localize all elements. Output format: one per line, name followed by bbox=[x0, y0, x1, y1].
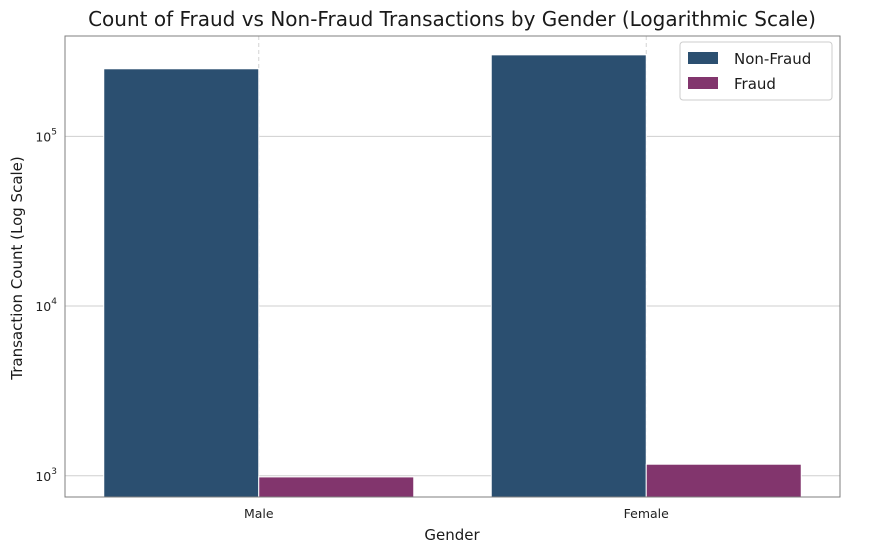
y-tick-label: 104 bbox=[35, 297, 57, 314]
bar-non-fraud-male bbox=[103, 68, 260, 498]
legend-swatch-fraud bbox=[688, 77, 718, 89]
x-axis-label: Gender bbox=[424, 526, 480, 544]
chart-title: Count of Fraud vs Non-Fraud Transactions… bbox=[88, 7, 816, 31]
legend-swatch-non-fraud bbox=[688, 52, 718, 64]
bar-layer bbox=[103, 54, 802, 498]
y-axis-label: Transaction Count (Log Scale) bbox=[8, 156, 26, 381]
legend: Non-Fraud Fraud bbox=[679, 41, 833, 101]
y-tick-label: 105 bbox=[35, 127, 57, 144]
bar-non-fraud-female bbox=[490, 54, 647, 498]
bar-fraud-female bbox=[645, 463, 802, 498]
bar-fraud-male bbox=[258, 476, 415, 498]
legend-label: Non-Fraud bbox=[734, 50, 811, 68]
y-axis-ticks: 103 104 105 bbox=[35, 127, 57, 483]
legend-label: Fraud bbox=[734, 75, 776, 93]
x-tick-label: Female bbox=[624, 506, 670, 521]
plot-frame bbox=[64, 35, 841, 498]
x-tick-label: Male bbox=[244, 506, 274, 521]
y-tick-label: 103 bbox=[35, 467, 57, 484]
x-axis-ticks: Male Female bbox=[244, 506, 669, 521]
